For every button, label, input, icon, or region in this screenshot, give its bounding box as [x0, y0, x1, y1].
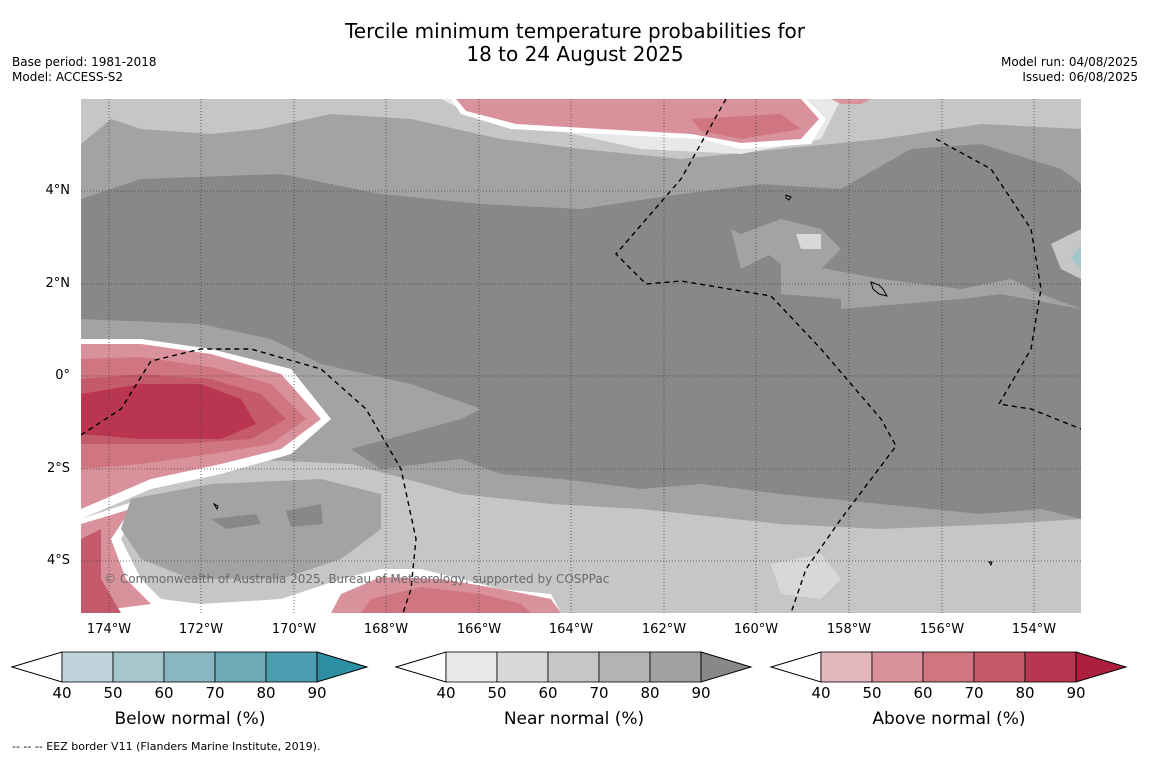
colorbar-near-tick: 50: [487, 684, 507, 702]
near-normal-80-sw: [121, 479, 381, 579]
chart-title-line-2: 18 to 24 August 2025: [466, 42, 684, 66]
near-normal-60-east: [1051, 229, 1081, 279]
lon-label-172w: 172°W: [178, 622, 224, 637]
colorbar-below-tick: 50: [103, 684, 123, 702]
issued-text: Issued: 06/08/2025: [1022, 70, 1138, 84]
near-normal-90-patch-2: [286, 504, 323, 527]
colorbar-near-segment: [598, 651, 651, 683]
colorbar-above-segment: [871, 651, 924, 683]
colorbar-near-tick: 60: [538, 684, 558, 702]
lon-label-166w: 166°W: [456, 622, 502, 637]
base-period-text: Base period: 1981-2018: [12, 55, 157, 69]
colorbar-above-segment: [973, 651, 1026, 683]
lon-label-168w: 168°W: [363, 622, 409, 637]
colorbar-above-tick: 70: [964, 684, 984, 702]
near-normal-90-patch-1: [211, 514, 261, 529]
colorbar-near-segment: [496, 651, 549, 683]
colorbar-above-tick: 90: [1066, 684, 1086, 702]
right-meta: Model run: 04/08/2025 Issued: 06/08/2025: [1001, 55, 1138, 85]
eez-borders: [80, 98, 1082, 614]
colorbar-near-tick: 70: [589, 684, 609, 702]
colorbar-near-title: Near normal (%): [503, 709, 645, 729]
lon-label-164w: 164°W: [548, 622, 594, 637]
colorbar-below-arrow-right: [316, 651, 369, 683]
colorbar-near-arrow-right: [700, 651, 753, 683]
above-normal-60-north: [691, 114, 801, 139]
above-normal-patch-ne: [831, 99, 871, 104]
near-normal-80-patch: [741, 219, 841, 269]
chart-title-line-1: Tercile minimum temperature probabilitie…: [344, 19, 806, 43]
colorbar-near-arrow-left: [394, 651, 447, 683]
colorbar-below-segment: [265, 651, 318, 683]
colorbar-above-normal: [769, 651, 1128, 683]
model-text: Model: ACCESS-S2: [12, 70, 124, 84]
colorbar-below-segment: [163, 651, 216, 683]
colorbar-above-segment: [922, 651, 975, 683]
colorbar-below-tick: 60: [154, 684, 174, 702]
colorbar-above-tick: 40: [811, 684, 831, 702]
colorbar-near-tick: 40: [436, 684, 456, 702]
colorbar-below-tick: 90: [307, 684, 327, 702]
colorbar-below-segment: [214, 651, 267, 683]
colorbar-below-tick: 70: [205, 684, 225, 702]
below-normal-50-east: [1071, 244, 1081, 269]
near-normal-90-band: [81, 144, 1081, 519]
near-normal-50-patch-south: [771, 554, 841, 599]
lat-label-2s: 2°S: [46, 461, 70, 476]
lon-label-156w: 156°W: [919, 622, 965, 637]
lon-label-154w: 154°W: [1011, 622, 1057, 637]
probability-map: [80, 98, 1082, 614]
lat-label-2n: 2°N: [45, 276, 71, 291]
colorbar-above-arrow-left: [769, 651, 822, 683]
colorbar-below-arrow-left: [10, 651, 63, 683]
eez-footnote: -- -- -- EEZ border V11 (Flanders Marine…: [12, 740, 321, 753]
colorbar-below-title: Below normal (%): [114, 709, 266, 729]
lon-label-162w: 162°W: [641, 622, 687, 637]
colorbar-near-normal: [394, 651, 753, 683]
above-normal-60-south: [361, 587, 531, 613]
above-normal-70-sw: [81, 529, 121, 613]
colorbar-below-tick: 40: [52, 684, 72, 702]
colorbar-above-tick: 60: [913, 684, 933, 702]
colorbar-below-segment: [112, 651, 165, 683]
map-svg: [80, 98, 1082, 614]
model-run-text: Model run: 04/08/2025: [1000, 55, 1138, 69]
colorbar-near-segment: [547, 651, 600, 683]
lat-label-4s: 4°S: [46, 553, 70, 568]
lat-label-0: 0°: [55, 368, 70, 383]
colorbar-above-segment: [1024, 651, 1077, 683]
colorbar-above-arrow-right: [1075, 651, 1128, 683]
lon-label-174w: 174°W: [86, 622, 132, 637]
left-meta: Base period: 1981-2018 Model: ACCESS-S2: [12, 55, 157, 85]
colorbar-above-tick: 80: [1015, 684, 1035, 702]
above-normal-80-west: [81, 384, 256, 439]
lon-label-160w: 160°W: [733, 622, 779, 637]
colorbar-above-tick: 50: [862, 684, 882, 702]
colorbar-below-tick: 80: [256, 684, 276, 702]
colorbar-below-segment: [61, 651, 114, 683]
colorbar-above-segment: [820, 651, 873, 683]
colorbar-near-tick: 90: [691, 684, 711, 702]
near-normal-50-patch: [796, 234, 821, 249]
colorbar-near-segment: [445, 651, 498, 683]
colorbar-below-normal: [10, 651, 369, 683]
islands: [212, 194, 993, 567]
colorbar-above-title: Above normal (%): [872, 709, 1026, 729]
colorbar-near-segment: [649, 651, 702, 683]
lon-label-170w: 170°W: [271, 622, 317, 637]
colorbar-near-tick: 80: [640, 684, 660, 702]
lon-label-158w: 158°W: [826, 622, 872, 637]
lat-label-4n: 4°N: [45, 183, 71, 198]
copyright-text: © Commonwealth of Australia 2025, Bureau…: [104, 572, 610, 586]
